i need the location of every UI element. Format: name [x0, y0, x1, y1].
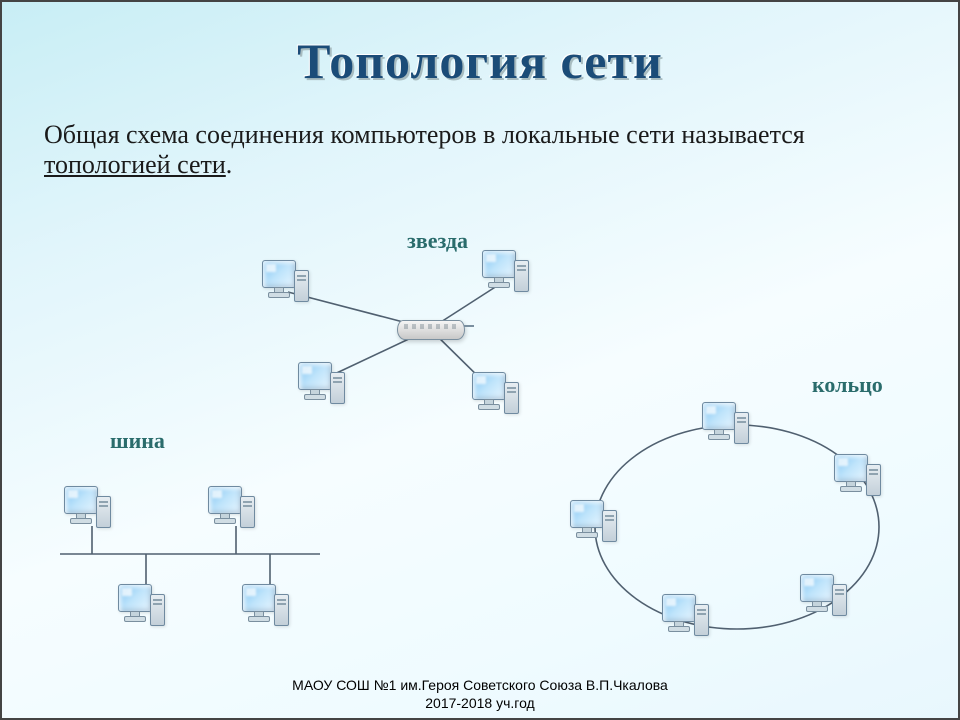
tower-icon	[832, 584, 847, 616]
monitor-icon	[662, 594, 696, 622]
monitor-icon	[800, 574, 834, 602]
tower-icon	[866, 464, 881, 496]
monitor-base	[576, 532, 598, 538]
slide: Топология сети Общая схема соединения ко…	[0, 0, 960, 720]
pc-icon	[834, 454, 882, 504]
monitor-icon	[834, 454, 868, 482]
pc-icon	[570, 500, 618, 550]
footer-line1: МАОУ СОШ №1 им.Героя Советского Союза В.…	[2, 677, 958, 695]
monitor-base	[708, 434, 730, 440]
pc-icon	[800, 574, 848, 624]
monitor-base	[840, 486, 862, 492]
footer-line2: 2017-2018 уч.год	[2, 695, 958, 713]
monitor-icon	[702, 402, 736, 430]
monitor-base	[806, 606, 828, 612]
pc-icon	[662, 594, 710, 644]
monitor-base	[668, 626, 690, 632]
tower-icon	[734, 412, 749, 444]
pc-icon	[702, 402, 750, 452]
slide-footer: МАОУ СОШ №1 им.Героя Советского Союза В.…	[2, 677, 958, 712]
tower-icon	[694, 604, 709, 636]
monitor-icon	[570, 500, 604, 528]
tower-icon	[602, 510, 617, 542]
